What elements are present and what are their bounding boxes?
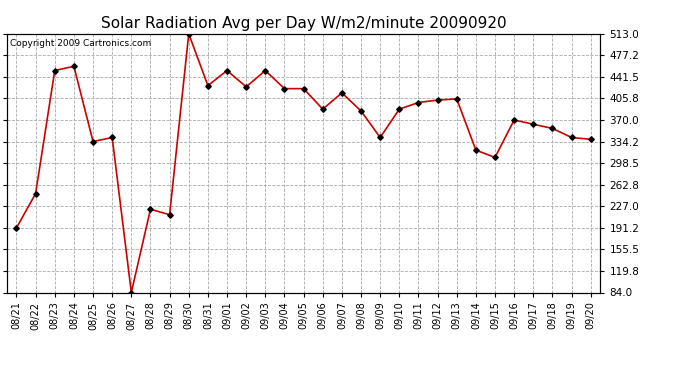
- Title: Solar Radiation Avg per Day W/m2/minute 20090920: Solar Radiation Avg per Day W/m2/minute …: [101, 16, 506, 31]
- Text: Copyright 2009 Cartronics.com: Copyright 2009 Cartronics.com: [10, 39, 151, 48]
